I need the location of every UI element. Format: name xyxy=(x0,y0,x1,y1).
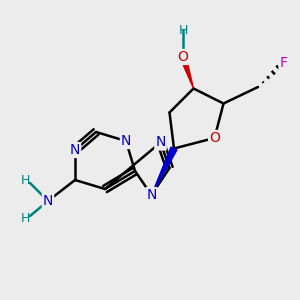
Text: N: N xyxy=(121,134,131,148)
Text: H: H xyxy=(21,173,30,187)
Text: N: N xyxy=(155,136,166,149)
Text: F: F xyxy=(280,56,287,70)
Text: N: N xyxy=(43,194,53,208)
Text: O: O xyxy=(209,131,220,145)
Polygon shape xyxy=(180,56,194,88)
Text: N: N xyxy=(70,143,80,157)
Text: H: H xyxy=(21,212,30,226)
Text: O: O xyxy=(178,50,188,64)
Polygon shape xyxy=(152,147,177,195)
Text: H: H xyxy=(178,23,188,37)
Text: N: N xyxy=(146,188,157,202)
